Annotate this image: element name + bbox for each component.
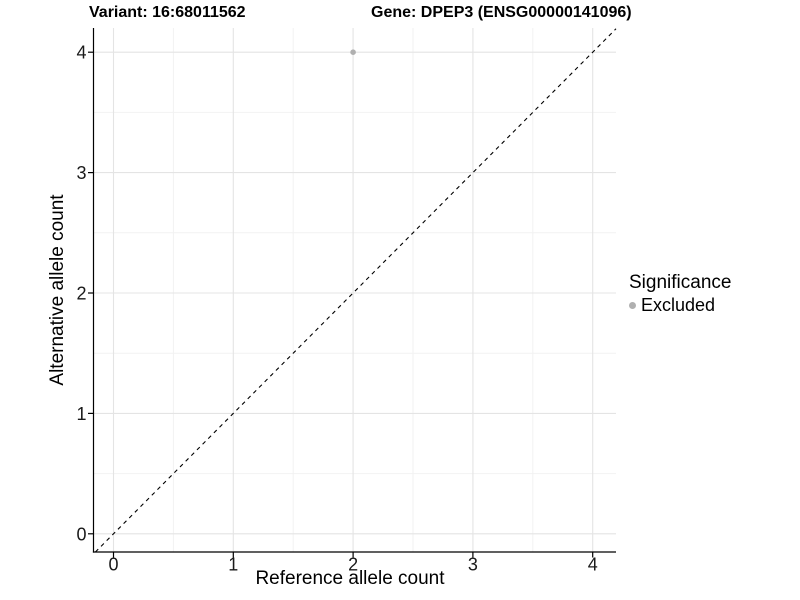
y-tick-label: 1 xyxy=(76,404,86,424)
legend-entry-label: Excluded xyxy=(641,295,716,315)
legend-point-icon xyxy=(629,302,636,309)
gene-title: Gene: DPEP3 (ENSG00000141096) xyxy=(371,4,632,21)
legend-entry: Excluded xyxy=(629,295,799,316)
x-tick-label: 2 xyxy=(348,555,358,575)
x-tick-label: 0 xyxy=(108,555,118,575)
variant-title: Variant: 16:68011562 xyxy=(89,4,246,21)
x-tick-label: 4 xyxy=(588,555,598,575)
legend: Significance Excluded xyxy=(629,271,799,316)
y-tick-label: 0 xyxy=(76,524,86,544)
y-tick-label: 3 xyxy=(76,163,86,183)
data-point xyxy=(350,49,356,55)
x-tick-label: 1 xyxy=(228,555,238,575)
y-tick-label: 2 xyxy=(76,284,86,304)
x-tick-label: 3 xyxy=(468,555,478,575)
y-tick-label: 4 xyxy=(76,43,86,63)
legend-title: Significance xyxy=(629,272,732,293)
x-axis-title: Reference allele count xyxy=(255,568,445,589)
identity-reference-line xyxy=(95,28,617,553)
y-axis-title: Alternative allele count xyxy=(47,194,68,386)
